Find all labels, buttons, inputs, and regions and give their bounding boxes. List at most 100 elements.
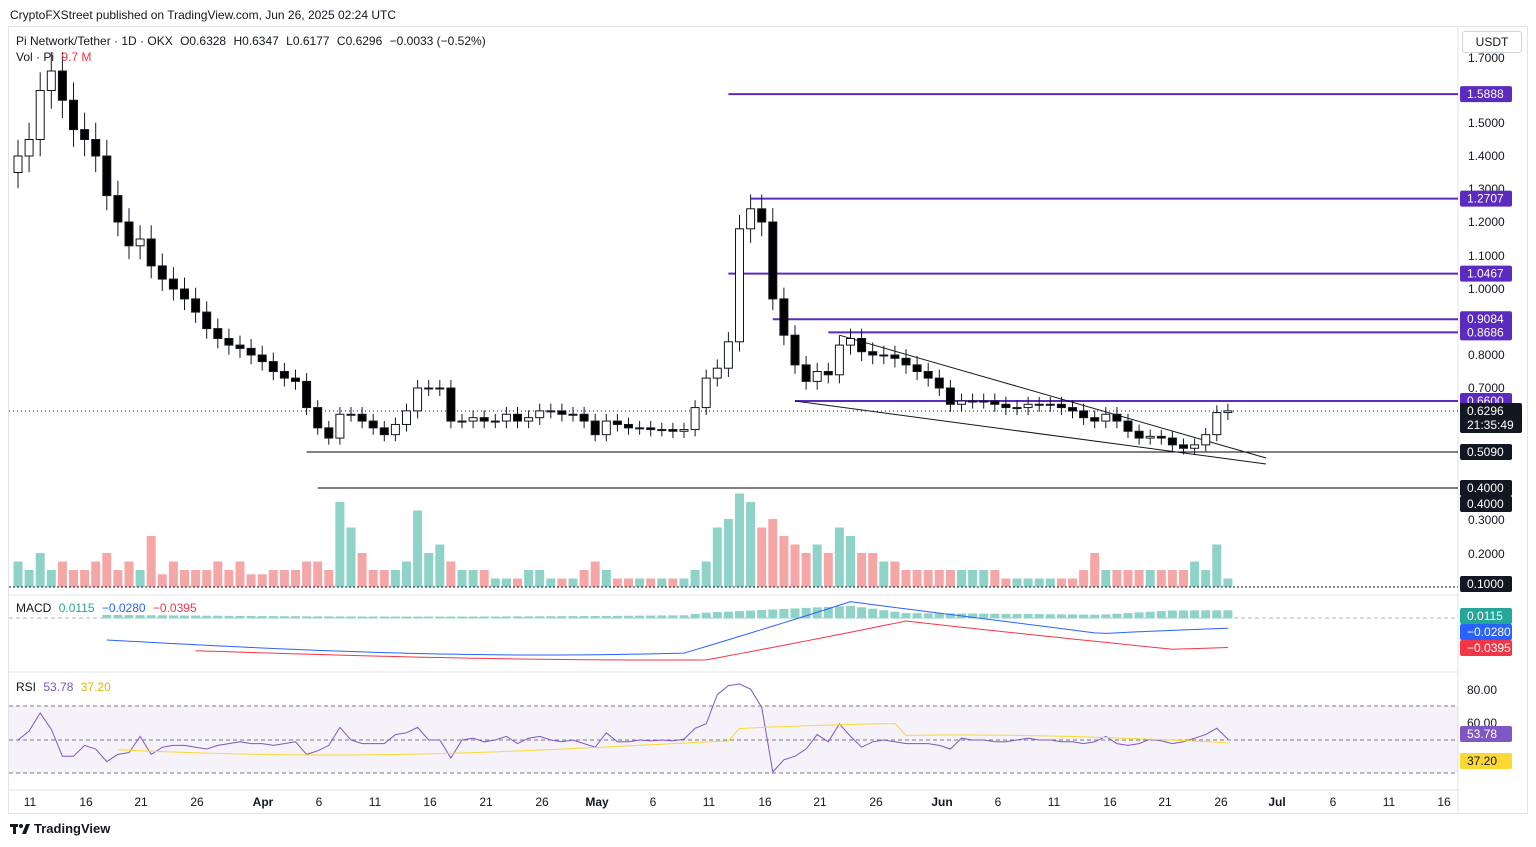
x-tick-label: Jun (931, 795, 952, 809)
macd-histogram-bar (1123, 613, 1133, 619)
macd-histogram-bar (390, 616, 400, 619)
candle-body (479, 417, 489, 422)
macd-histogram-bar (435, 616, 445, 619)
macd-tag-2-bg (1460, 624, 1512, 640)
candle-body (1167, 437, 1177, 446)
macd-histogram-bar (224, 615, 234, 619)
candle-body (1001, 403, 1011, 409)
level-tag-bg (1460, 324, 1512, 341)
candle-body (968, 400, 978, 403)
volume-bar (357, 553, 367, 587)
candle-body (590, 420, 600, 436)
candle-body (13, 155, 23, 173)
candle-body (490, 420, 500, 423)
macd-histogram-bar (191, 615, 201, 619)
candle-body (546, 410, 556, 413)
volume-bar (102, 553, 112, 587)
candle-body (635, 427, 645, 430)
volume-label[interactable]: Vol · Pi (16, 50, 55, 64)
price-tick-label: 1.0000 (1468, 282, 1505, 296)
currency-button[interactable]: USDT (1462, 31, 1522, 53)
macd-histogram-bar (424, 616, 434, 619)
x-tick-label: 6 (650, 795, 657, 809)
volume-bar (768, 519, 778, 587)
macd-histogram-bar (157, 615, 167, 619)
x-tick-label: 11 (703, 795, 716, 809)
candle-body (180, 288, 189, 300)
volume-bar (180, 570, 189, 587)
x-tick-label: 21 (1158, 795, 1172, 809)
level-tag-label: 0.8686 (1467, 325, 1504, 339)
volume-bar (1201, 570, 1211, 587)
price-tick-label: 1.2000 (1468, 215, 1505, 229)
volume-bar (202, 570, 212, 587)
volume-bar (146, 536, 156, 587)
macd-histogram-bar (202, 615, 212, 619)
candle-body (779, 298, 789, 336)
macd-histogram-bar (979, 613, 989, 619)
candle-body (91, 139, 101, 157)
volume-bar (568, 578, 578, 587)
candle-body (1068, 407, 1077, 412)
candle-body (102, 155, 112, 197)
macd-tag-3-bg (1460, 640, 1512, 656)
macd-histogram-bar (1101, 614, 1111, 619)
macd-histogram-bar (313, 616, 323, 619)
symbol-name[interactable]: Pi Network/Tether · 1D · OKX (16, 34, 173, 48)
macd-histogram-bar (823, 606, 833, 619)
macd-histogram-bar (490, 616, 500, 619)
volume-bar (279, 570, 289, 587)
volume-bar (1045, 578, 1055, 587)
macd-histogram-bar (124, 615, 134, 619)
volume-bar (690, 570, 700, 587)
macd-histogram-bar (912, 613, 922, 619)
x-tick-label: 11 (24, 795, 37, 809)
volume-bar (812, 544, 822, 587)
rsi-tick-label: 80.00 (1467, 683, 1497, 697)
level-tag: 1.5888 (1460, 86, 1512, 103)
macd-histogram-bar (879, 610, 889, 619)
volume-bar (490, 578, 500, 587)
macd-histogram-bar (1156, 611, 1166, 619)
candle-body (279, 371, 289, 379)
price-tick-label: 0.2000 (1468, 547, 1505, 561)
macd-histogram-bar (113, 614, 123, 619)
candle-body (313, 407, 323, 429)
macd-histogram-bar (590, 615, 600, 619)
macd-histogram-bar (1023, 614, 1033, 619)
macd-histogram-bar (1090, 614, 1100, 619)
x-tick-label: 6 (316, 795, 323, 809)
candle-body (302, 380, 312, 409)
volume-bar (1212, 544, 1222, 587)
candle-body (1112, 413, 1122, 422)
volume-bar (1156, 570, 1166, 587)
candle-body (379, 427, 389, 436)
volume-bar (57, 561, 67, 587)
candle-body (912, 364, 922, 372)
rsi-label[interactable]: RSI (16, 680, 37, 694)
volume-bar (546, 578, 556, 587)
candle-body (579, 413, 589, 422)
macd-histogram-bar (146, 615, 156, 619)
rsi-value-2: 37.20 (80, 680, 111, 694)
candle-body (168, 278, 178, 290)
macd-histogram-bar (657, 615, 667, 619)
volume-bar (235, 561, 245, 587)
macd-value-2: −0.0280 (101, 601, 146, 615)
volume-bar (69, 570, 78, 587)
macd-label[interactable]: MACD (16, 601, 52, 615)
candle-body (501, 413, 511, 422)
volume-bar (1079, 570, 1089, 587)
volume-bar (1223, 578, 1233, 587)
volume-bar (124, 561, 134, 587)
macd-histogram-bar (1190, 610, 1200, 619)
macd-histogram-bar (1167, 610, 1177, 619)
volume-bar (535, 570, 545, 587)
macd-histogram-bar (546, 616, 556, 619)
macd-histogram-bar (235, 615, 245, 619)
candle-body (257, 354, 267, 363)
volume-bar (346, 527, 356, 587)
x-tick-label: Apr (253, 795, 274, 809)
last-price-tag-bg (1460, 403, 1522, 433)
